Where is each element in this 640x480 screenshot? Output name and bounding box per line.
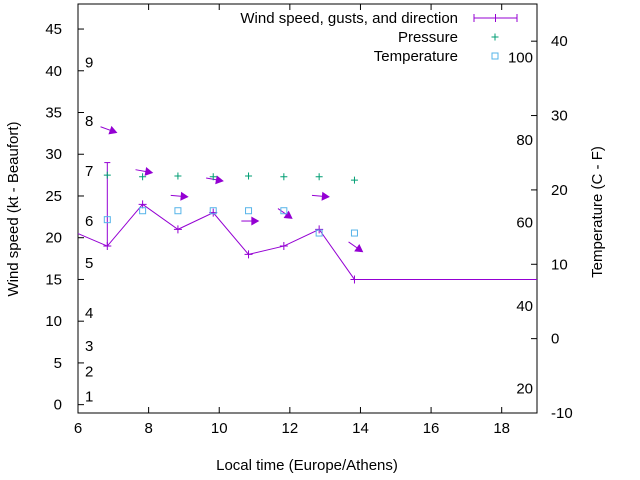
wind-speed-point xyxy=(350,275,359,284)
x-axis-title: Local time (Europe/Athens) xyxy=(216,457,398,474)
y-tick-label: 40 xyxy=(45,63,62,80)
y2-axis-title: Temperature (C - F) xyxy=(589,146,606,278)
fahrenheit-label: 60 xyxy=(516,215,533,232)
pressure-point xyxy=(103,171,111,179)
y-tick-label: 15 xyxy=(45,271,62,288)
legend-swatch-wind-marks xyxy=(473,14,518,22)
pressure-point xyxy=(315,173,323,181)
beaufort-label: 5 xyxy=(85,255,93,272)
beaufort-label: 8 xyxy=(85,113,93,130)
wind-direction-arrow-head xyxy=(354,243,364,253)
fahrenheit-label: 40 xyxy=(516,298,533,315)
x-tick-label: 18 xyxy=(493,420,510,437)
fahrenheit-label: 80 xyxy=(516,132,533,149)
legend-swatch-temperature xyxy=(491,52,499,60)
y-tick-label: 30 xyxy=(45,146,62,163)
wind-speed-line xyxy=(77,203,537,280)
y2-tick-label: 20 xyxy=(551,182,568,199)
y-axis-title: Wind speed (kt - Beaufort) xyxy=(5,121,22,296)
temperature-point xyxy=(245,207,253,215)
temperature-point xyxy=(103,216,111,224)
y-tick-label: 20 xyxy=(45,230,62,247)
y2-tick-label: 0 xyxy=(551,331,559,348)
temperature-point xyxy=(209,207,217,215)
x-tick-label: 6 xyxy=(74,420,82,437)
y-tick-label: 25 xyxy=(45,188,62,205)
wind-direction-arrow-head xyxy=(144,166,154,176)
x-tick-label: 8 xyxy=(144,420,152,437)
wind-direction-arrow-head xyxy=(251,216,260,226)
temperature-point xyxy=(139,207,147,215)
x-tick-label: 14 xyxy=(352,420,369,437)
wind-speed-point xyxy=(244,250,253,259)
temperature-point xyxy=(350,229,358,237)
wind-speed-point xyxy=(138,200,147,209)
y-tick-label: 10 xyxy=(45,313,62,330)
wind-speed-point xyxy=(279,242,288,251)
x-tick-label: 12 xyxy=(282,420,299,437)
wind-direction-arrow-head xyxy=(215,175,224,185)
temperature-point xyxy=(315,229,323,237)
y-tick-label: 0 xyxy=(54,397,62,414)
beaufort-label: 7 xyxy=(85,163,93,180)
legend-label-temperature: Temperature xyxy=(374,48,458,65)
beaufort-label: 4 xyxy=(85,305,93,322)
beaufort-label: 1 xyxy=(85,388,93,405)
pressure-point xyxy=(209,173,217,181)
pressure-point xyxy=(245,172,253,180)
pressure-point xyxy=(280,173,288,181)
x-tick-label: 16 xyxy=(423,420,440,437)
wind-speed-point xyxy=(173,225,182,234)
y2-tick-label: 10 xyxy=(551,256,568,273)
wind-direction-arrow-head xyxy=(283,210,293,219)
y-tick-label: 45 xyxy=(45,21,62,38)
x-tick-label: 10 xyxy=(211,420,228,437)
beaufort-label: 2 xyxy=(85,363,93,380)
legend-label-pressure: Pressure xyxy=(398,29,458,46)
y-tick-label: 35 xyxy=(45,105,62,122)
y-tick-label: 5 xyxy=(54,355,62,372)
legend-label-wind: Wind speed, gusts, and direction xyxy=(240,10,458,27)
pressure-point xyxy=(174,172,182,180)
y2-tick-label: 30 xyxy=(551,108,568,125)
pressure-point xyxy=(350,176,358,184)
temperature-point xyxy=(174,207,182,215)
wind-speed-point xyxy=(315,225,324,234)
wind-direction-arrow-head xyxy=(108,125,118,135)
temperature-point xyxy=(280,207,288,215)
beaufort-label: 6 xyxy=(85,213,93,230)
fahrenheit-label: 100 xyxy=(508,50,533,67)
wind-direction-arrow-head xyxy=(321,191,330,201)
wind-direction-arrow-head xyxy=(180,191,189,201)
beaufort-label: 9 xyxy=(85,54,93,71)
plot-frame xyxy=(77,3,538,414)
y2-tick-label: 40 xyxy=(551,33,568,50)
pressure-point xyxy=(139,173,147,181)
legend-swatch-pressure xyxy=(491,33,499,41)
beaufort-label: 3 xyxy=(85,338,93,355)
y2-tick-label: -10 xyxy=(551,405,573,422)
fahrenheit-label: 20 xyxy=(516,380,533,397)
